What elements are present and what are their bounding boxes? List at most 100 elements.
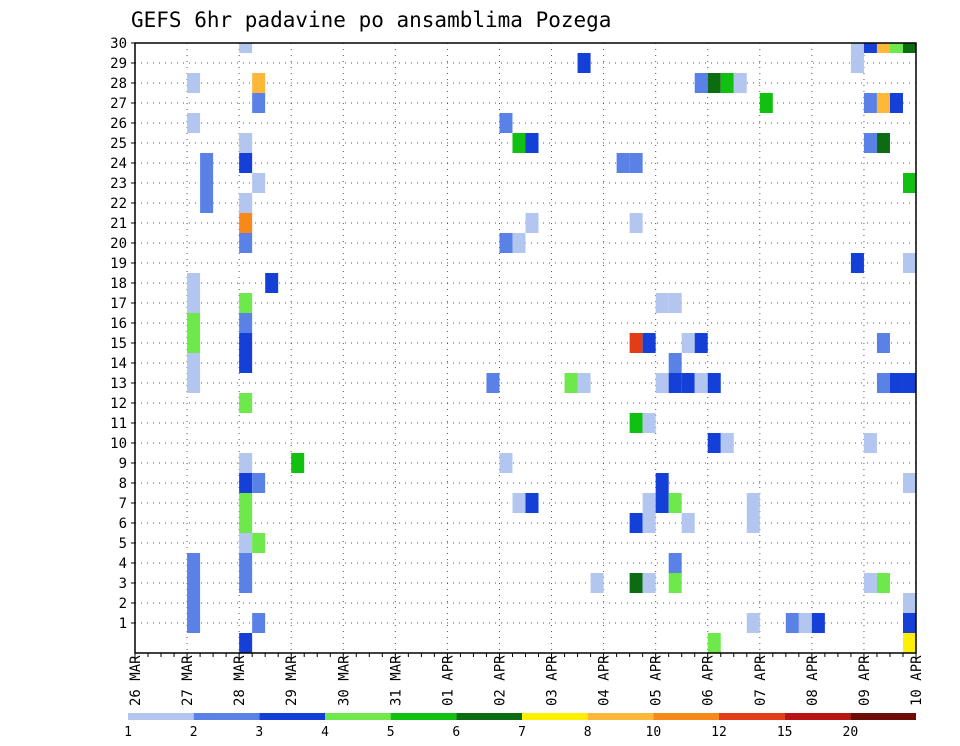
precip-cell [200, 193, 214, 213]
precip-cell [239, 473, 253, 493]
precip-cell [863, 133, 877, 153]
precip-cell [694, 373, 708, 393]
precip-cell [499, 113, 513, 133]
precip-cell [681, 333, 695, 353]
legend-color-bin [259, 713, 325, 720]
x-tick-label: 29 MAR [284, 655, 300, 706]
precip-cell [876, 373, 890, 393]
precip-cell [811, 613, 825, 633]
precip-cell [252, 473, 266, 493]
y-tick-label: 27 [110, 96, 127, 112]
cell-layer [187, 43, 916, 653]
precip-cell [642, 493, 656, 513]
precip-cell [668, 553, 682, 573]
legend-color-bin [522, 713, 588, 720]
precip-cell [187, 293, 201, 313]
precip-cell [902, 593, 916, 613]
precip-cell [499, 453, 513, 473]
precip-cell [850, 53, 864, 73]
precip-cell [902, 613, 916, 633]
x-tick-label: 05 APR [649, 655, 665, 706]
precip-cell [720, 433, 734, 453]
y-tick-label: 25 [110, 136, 127, 152]
precip-cell [720, 73, 734, 93]
legend-level-label: 20 [843, 725, 859, 740]
y-tick-label: 21 [110, 216, 127, 232]
y-tick-label: 3 [119, 576, 127, 592]
precip-cell [499, 233, 513, 253]
legend-color-bin [850, 713, 916, 720]
y-tick-label: 1 [119, 616, 127, 632]
precip-cell [876, 573, 890, 593]
precip-cell [200, 153, 214, 173]
precip-cell [889, 43, 903, 53]
x-tick-label: 28 MAR [232, 655, 248, 706]
precip-cell [239, 153, 253, 173]
precip-cell [668, 293, 682, 313]
precip-cell [239, 313, 253, 333]
precip-cell [187, 613, 201, 633]
precip-cell [629, 513, 643, 533]
precip-cell [668, 373, 682, 393]
precip-cell [252, 93, 266, 113]
precip-cell [889, 373, 903, 393]
precip-cell [850, 253, 864, 273]
y-tick-label: 15 [110, 336, 127, 352]
legend-level-label: 4 [321, 725, 329, 740]
precip-cell [525, 133, 539, 153]
y-tick-label: 16 [110, 316, 127, 332]
legend-color-bin [587, 713, 654, 720]
precip-cell [694, 73, 708, 93]
precip-cell [187, 353, 201, 373]
precip-cell [902, 253, 916, 273]
precip-cell [733, 73, 747, 93]
precip-cell [239, 493, 253, 513]
precip-cell [655, 373, 669, 393]
precip-cell [642, 413, 656, 433]
precip-cell [187, 553, 201, 573]
y-tick-label: 18 [110, 276, 127, 292]
precip-cell [707, 73, 721, 93]
legend-color-bin [193, 713, 260, 720]
x-tick-label: 10 APR [909, 655, 925, 706]
precip-cell [512, 233, 526, 253]
precip-cell [876, 133, 890, 153]
precip-cell [265, 273, 279, 293]
precip-cell [239, 533, 253, 553]
precip-cell [239, 43, 253, 53]
y-tick-label: 19 [110, 256, 127, 272]
y-tick-label: 9 [119, 456, 127, 472]
y-tick-label: 8 [119, 476, 127, 492]
precip-cell [707, 373, 721, 393]
precip-cell [902, 173, 916, 193]
precip-cell [187, 73, 201, 93]
precip-cell [252, 533, 266, 553]
y-tick-label: 4 [119, 556, 127, 572]
legend-color-bin [653, 713, 719, 720]
y-tick-label: 5 [119, 536, 127, 552]
y-tick-label: 6 [119, 516, 127, 532]
x-tick-label: 06 APR [701, 655, 717, 706]
precip-cell [876, 333, 890, 353]
legend-color-bin [719, 713, 785, 720]
precip-cell [187, 273, 201, 293]
legend-level-label: 15 [777, 725, 793, 740]
precip-cell [187, 113, 201, 133]
y-tick-label: 10 [110, 436, 127, 452]
precip-cell [746, 613, 760, 633]
y-tick-label: 23 [110, 176, 127, 192]
precip-cell [239, 353, 253, 373]
precip-cell [694, 333, 708, 353]
precip-cell [629, 213, 643, 233]
x-tick-label: 09 APR [857, 655, 873, 706]
precip-cell [239, 393, 253, 413]
precip-cell [239, 133, 253, 153]
precip-cell [668, 493, 682, 513]
x-tick-label: 08 APR [805, 655, 821, 706]
precip-cell [525, 493, 539, 513]
precip-cell [239, 213, 253, 233]
precip-cell [239, 633, 253, 653]
precip-cell [668, 573, 682, 593]
precip-cell [252, 613, 266, 633]
